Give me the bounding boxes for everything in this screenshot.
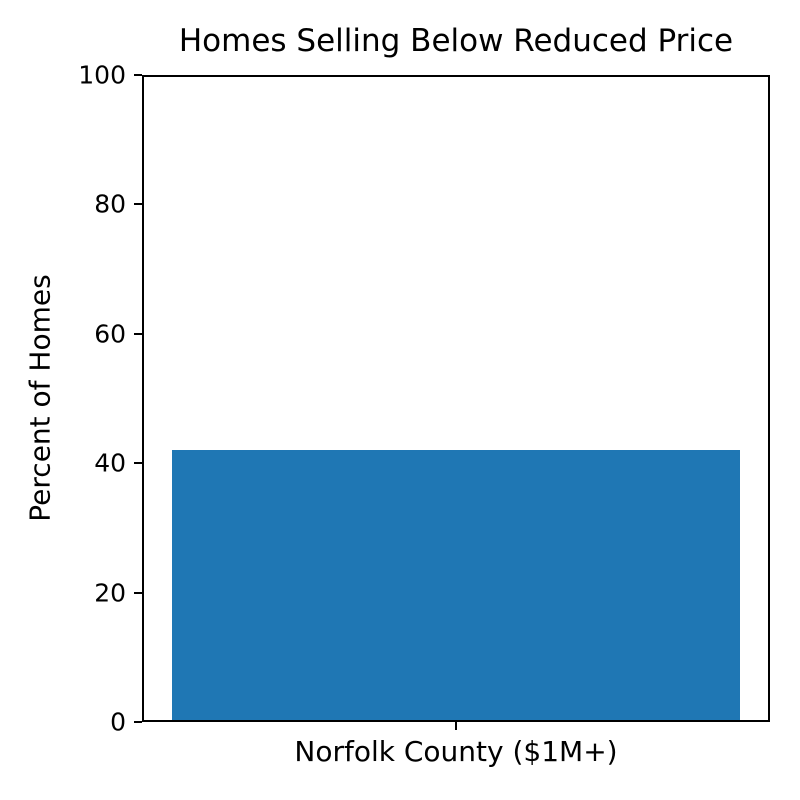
- y-axis-label: Percent of Homes: [23, 274, 57, 522]
- y-tick-label: 60: [94, 319, 126, 349]
- bar-norfolk-county: [172, 449, 740, 720]
- chart-title: Homes Selling Below Reduced Price: [178, 23, 734, 59]
- y-tick-mark: [134, 591, 142, 594]
- y-tick-mark: [134, 203, 142, 206]
- y-tick-label: 100: [78, 60, 126, 90]
- y-tick-mark: [134, 721, 142, 723]
- x-tick-label: Norfolk County ($1M+): [294, 735, 618, 768]
- plot-area: [142, 75, 770, 722]
- y-tick-mark: [134, 74, 142, 76]
- y-tick-label: 0: [110, 707, 126, 737]
- x-tick-mark: [455, 722, 457, 730]
- y-tick-label: 20: [94, 578, 126, 608]
- y-tick-label: 40: [94, 448, 126, 478]
- y-tick-label: 80: [94, 189, 126, 219]
- y-tick-mark: [134, 462, 142, 465]
- y-tick-mark: [134, 332, 142, 335]
